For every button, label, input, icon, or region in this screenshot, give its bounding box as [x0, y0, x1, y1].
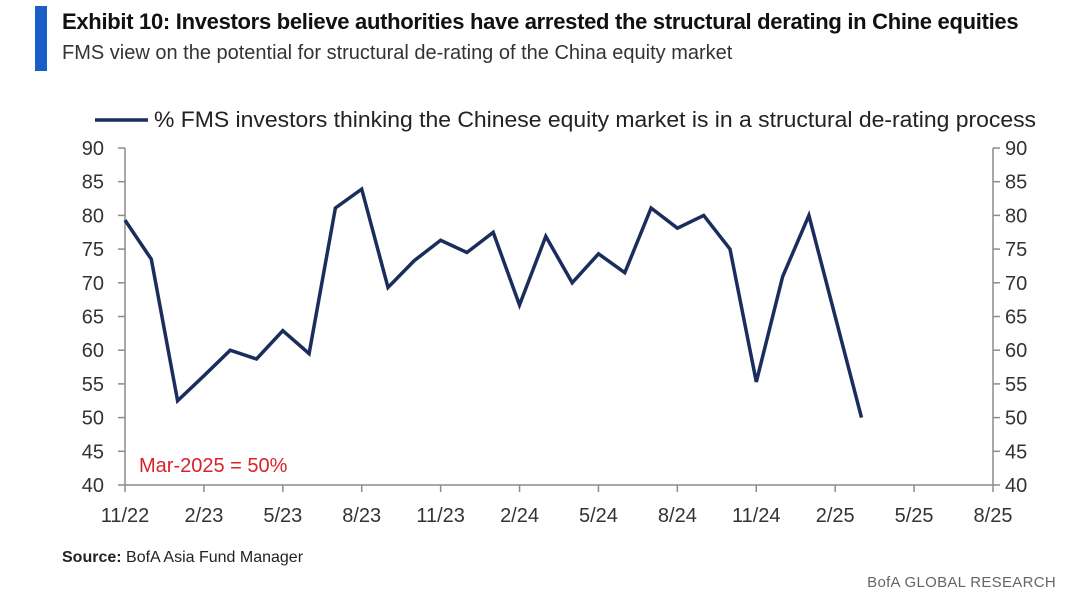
y-tick-label-right: 85 [1005, 172, 1027, 194]
x-tick-label: 8/24 [658, 505, 697, 527]
y-tick-label-right: 60 [1005, 340, 1027, 362]
y-tick-label-right: 55 [1005, 374, 1027, 396]
series-line [123, 186, 864, 419]
chart-subtitle: FMS view on the potential for structural… [62, 42, 733, 64]
x-tick-label: 5/24 [579, 505, 618, 527]
series-layer [123, 186, 864, 419]
source-note: Source: BofA Asia Fund Manager [62, 549, 303, 567]
x-tick-label: 8/25 [974, 505, 1013, 527]
y-tick-label-right: 45 [1005, 441, 1027, 463]
y-tick-label-right: 65 [1005, 307, 1027, 329]
x-tick-label: 5/23 [263, 505, 302, 527]
line-chart: 40 40 45 45 50 50 55 55 60 60 65 65 70 70 75 75 80 80 85 85… [82, 107, 1036, 527]
x-tick-label: 11/24 [732, 505, 781, 527]
y-tick-label-left: 60 [82, 340, 104, 362]
y-tick-label-left: 45 [82, 441, 104, 463]
y-tick-label-left: 40 [82, 475, 104, 497]
y-tick-label-left: 65 [82, 307, 104, 329]
chart-title: Exhibit 10: Investors believe authoritie… [62, 9, 1019, 34]
y-tick-label-left: 90 [82, 138, 104, 160]
y-tick-label-left: 55 [82, 374, 104, 396]
x-tick-label: 11/22 [101, 505, 150, 527]
x-tick-label: 2/24 [500, 505, 539, 527]
y-tick-label-right: 70 [1005, 273, 1027, 295]
chart-annotation: Mar-2025 = 50% [139, 455, 288, 477]
y-tick-label-right: 75 [1005, 239, 1027, 261]
y-tick-label-left: 70 [82, 273, 104, 295]
source-label: Source: [62, 549, 122, 566]
y-tick-label-left: 80 [82, 205, 104, 227]
y-tick-label-right: 90 [1005, 138, 1027, 160]
footer-brand: BofA GLOBAL RESEARCH [867, 574, 1056, 591]
x-tick-label: 2/25 [816, 505, 855, 527]
x-tick-label: 5/25 [895, 505, 934, 527]
x-tick-label: 8/23 [342, 505, 381, 527]
x-tick-label: 2/23 [184, 505, 223, 527]
legend-label: % FMS investors thinking the Chinese equ… [154, 107, 1036, 132]
x-tick-label: 11/23 [416, 505, 465, 527]
y-tick-label-left: 75 [82, 239, 104, 261]
chart-axes: 40 40 45 45 50 50 55 55 60 60 65 65 70 70 75 75 80 80 85 85… [82, 138, 1028, 527]
accent-bar [35, 6, 47, 71]
y-tick-label-left: 85 [82, 172, 104, 194]
source-text: BofA Asia Fund Manager [126, 549, 304, 566]
y-tick-label-left: 50 [82, 408, 104, 430]
y-tick-label-right: 80 [1005, 205, 1027, 227]
y-tick-label-right: 40 [1005, 475, 1027, 497]
y-tick-label-right: 50 [1005, 408, 1027, 430]
chart-legend: % FMS investors thinking the Chinese equ… [95, 107, 1036, 132]
